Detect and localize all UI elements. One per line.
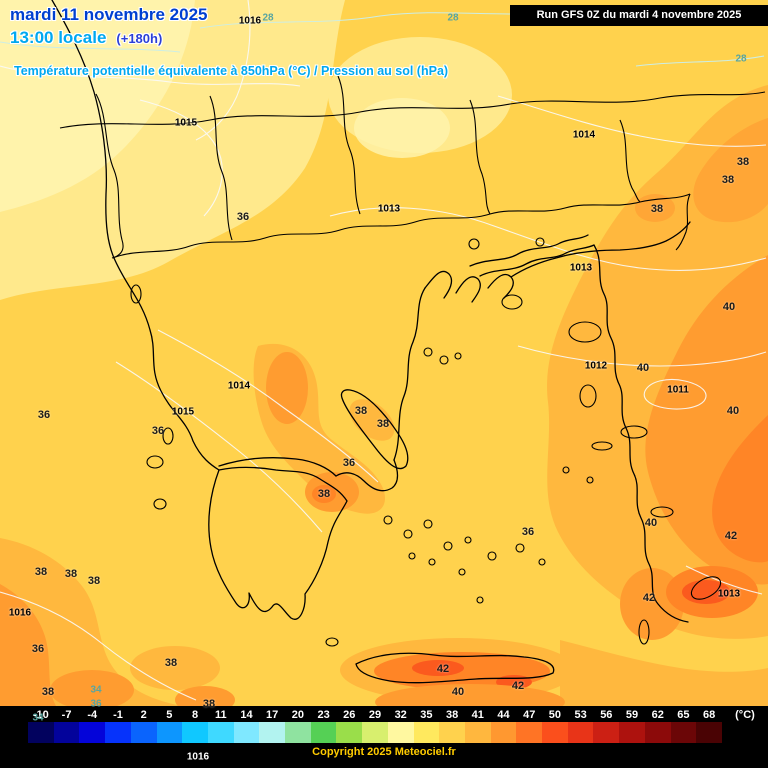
- legend-color-cell: [130, 722, 157, 743]
- legend-color-cell: [542, 722, 568, 743]
- legend-tick: 5: [166, 709, 173, 721]
- legend-tick: 14: [240, 709, 253, 721]
- legend-color-cell: [619, 722, 645, 743]
- legend-tick: 26: [343, 709, 356, 721]
- legend-tick: 38: [445, 709, 459, 721]
- legend-color-cell: [105, 722, 131, 743]
- legend-tick: 29: [368, 709, 382, 721]
- legend-color-cell: [53, 722, 80, 743]
- legend-color-cell: [79, 722, 106, 743]
- model-run-info: Run GFS 0Z du mardi 4 novembre 2025: [510, 5, 768, 26]
- legend-tick: 56: [600, 709, 613, 721]
- legend-tick: 65: [677, 709, 690, 721]
- legend-tick: 62: [651, 709, 664, 721]
- legend-color-cell: [285, 722, 311, 743]
- legend-tick: 17: [266, 709, 279, 721]
- legend-bar: [0, 722, 768, 743]
- coastlines: [51, 0, 691, 684]
- legend-color-cell: [516, 722, 543, 743]
- legend-tick: 8: [192, 709, 199, 721]
- legend-tick: -10: [32, 709, 49, 721]
- legend-color-cell: [464, 722, 491, 743]
- legend-color-cell: [567, 722, 594, 743]
- legend-tick: 59: [625, 709, 639, 721]
- legend-color-cell: [413, 722, 440, 743]
- legend-color-cell: [490, 722, 517, 743]
- legend-color-cell: [336, 722, 363, 743]
- legend-tick: -4: [87, 709, 98, 721]
- islands: [130, 237, 722, 647]
- legend-ticks: -10 -7 -4 -1 2 5 8 11 14 17 20 23 26 29 32 35 38 41 44 47 50…: [0, 709, 768, 721]
- legend-tick: 35: [420, 709, 433, 721]
- legend-tick: 11: [214, 709, 227, 721]
- legend-color-cell: [593, 722, 620, 743]
- legend-color-cell: [362, 722, 388, 743]
- legend-tick: 41: [471, 709, 484, 721]
- copyright-text: Copyright 2025 Meteociel.fr: [312, 746, 456, 758]
- legend-tick: -1: [113, 709, 123, 721]
- legend-unit-label: (°C): [735, 709, 755, 721]
- legend-tick: 68: [703, 709, 716, 721]
- legend-tick: 47: [523, 709, 536, 721]
- legend-tick: 53: [574, 709, 587, 721]
- legend-tick: 2: [140, 709, 147, 721]
- legend-color-cell: [207, 722, 234, 743]
- legend-color-cell: [182, 722, 208, 743]
- upper-contour-lines: [0, 11, 765, 67]
- legend-tick: 23: [317, 709, 330, 721]
- legend-color-cell: [644, 722, 671, 743]
- legend-tick: 32: [394, 709, 407, 721]
- legend-color-cell: [259, 722, 286, 743]
- legend-color-cell: [670, 722, 697, 743]
- country-borders: [59, 75, 766, 259]
- isobar-lines: [0, 0, 767, 701]
- legend-tick: 20: [291, 709, 304, 721]
- legend-color-cell: [310, 722, 337, 743]
- legend-color-cell: [696, 722, 722, 743]
- legend-color-cell: [439, 722, 465, 743]
- legend-color-cell: [233, 722, 260, 743]
- legend-color-cell: [387, 722, 414, 743]
- legend-color-cell: [28, 722, 54, 743]
- legend-tick: 44: [497, 709, 510, 721]
- legend-color-cell: [156, 722, 183, 743]
- legend-tick: -7: [61, 709, 72, 721]
- legend-bar-spacer: [722, 722, 768, 743]
- legend-tick: 50: [548, 709, 562, 721]
- color-scale-legend: -10 -7 -4 -1 2 5 8 11 14 17 20 23 26 29 32 35 38 41 44 47 50…: [0, 706, 768, 768]
